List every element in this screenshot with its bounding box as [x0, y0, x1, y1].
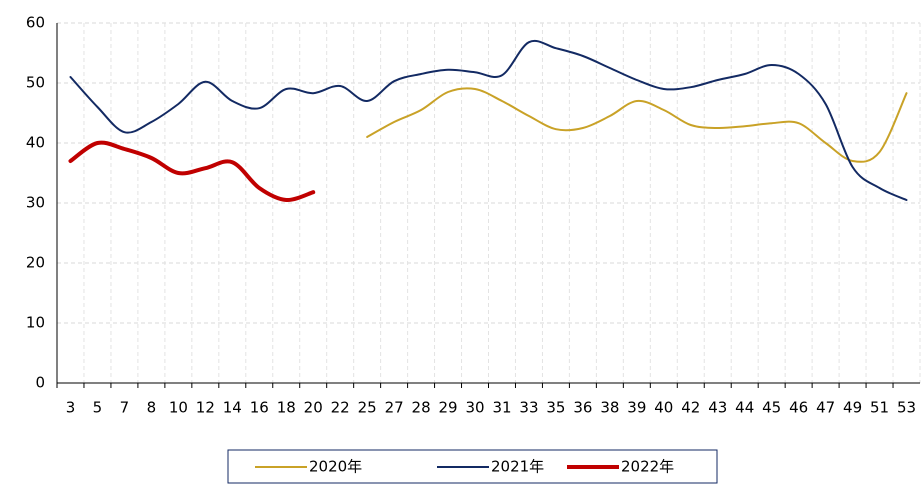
x-tick-label: 51 — [870, 399, 889, 417]
x-tick-label: 7 — [120, 399, 130, 417]
series-line — [69, 39, 908, 201]
x-tick-label: 42 — [681, 399, 700, 417]
x-tick-label: 38 — [600, 399, 619, 417]
x-tick-label: 16 — [250, 399, 269, 417]
y-tick-label: 50 — [26, 74, 45, 92]
x-tick-label: 12 — [196, 399, 215, 417]
x-tick-label: 10 — [169, 399, 188, 417]
x-tick-label: 28 — [412, 399, 431, 417]
y-tick-label: 10 — [26, 314, 45, 332]
legend-label: 2020年 — [309, 458, 362, 476]
x-tick-label: 43 — [708, 399, 727, 417]
x-tick-label: 33 — [519, 399, 538, 417]
y-tick-label: 30 — [26, 194, 45, 212]
y-tick-label: 40 — [26, 134, 45, 152]
x-tick-label: 5 — [93, 399, 103, 417]
x-tick-label: 20 — [304, 399, 323, 417]
x-tick-label: 27 — [385, 399, 404, 417]
legend-label: 2022年 — [621, 458, 674, 476]
series-line — [366, 87, 908, 163]
y-tick-label: 0 — [35, 374, 45, 392]
x-tick-label: 40 — [654, 399, 673, 417]
x-tick-label: 31 — [492, 399, 511, 417]
x-tick-label: 3 — [66, 399, 76, 417]
y-tick-label: 60 — [26, 14, 45, 32]
y-tick-label: 20 — [26, 254, 45, 272]
x-tick-label: 49 — [843, 399, 862, 417]
x-tick-label: 29 — [439, 399, 458, 417]
x-tick-label: 30 — [465, 399, 484, 417]
x-tick-label: 45 — [762, 399, 781, 417]
x-tick-label: 47 — [816, 399, 835, 417]
x-tick-label: 53 — [897, 399, 916, 417]
x-tick-label: 46 — [789, 399, 808, 417]
x-tick-label: 39 — [627, 399, 646, 417]
x-tick-label: 25 — [358, 399, 377, 417]
x-tick-label: 22 — [331, 399, 350, 417]
x-tick-label: 18 — [277, 399, 296, 417]
series-line — [68, 140, 316, 203]
x-tick-label: 35 — [546, 399, 565, 417]
x-tick-label: 8 — [147, 399, 157, 417]
x-tick-label: 44 — [735, 399, 754, 417]
x-tick-label: 36 — [573, 399, 592, 417]
legend-label: 2021年 — [491, 458, 544, 476]
x-tick-label: 14 — [223, 399, 242, 417]
